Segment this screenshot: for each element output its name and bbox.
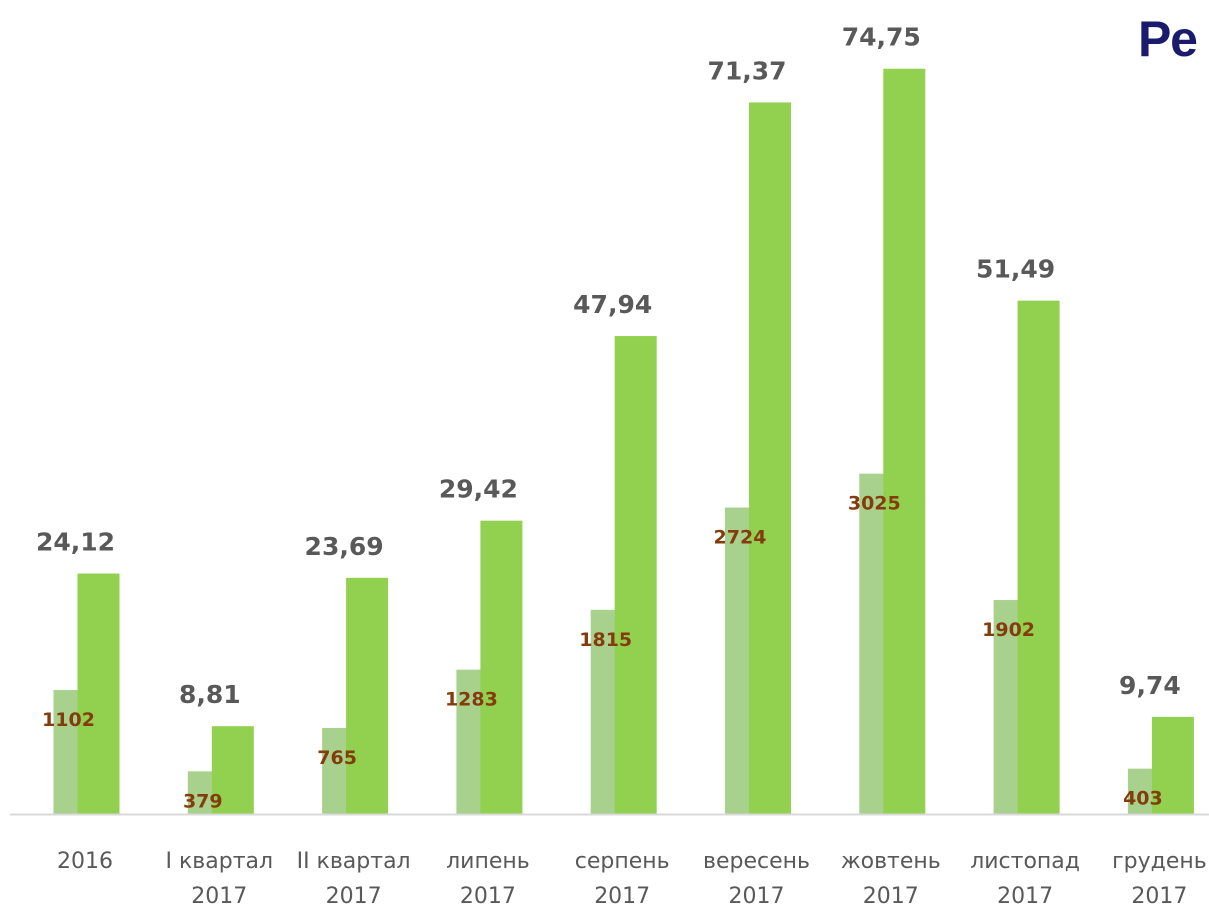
data-label-primary-4: 47,94 xyxy=(573,290,652,319)
category-label-5: вересень 2017 xyxy=(703,849,810,906)
category-label-line: вересень xyxy=(703,849,810,874)
category-label-1: І квартал 2017 xyxy=(166,849,274,906)
data-label-primary-8: 9,74 xyxy=(1119,671,1181,700)
data-label-secondary-1: 379 xyxy=(183,790,223,812)
category-label-line: 2017 xyxy=(326,884,382,906)
bar-primary-6 xyxy=(883,68,926,815)
bar-primary-4 xyxy=(614,336,657,814)
category-label-line: 2016 xyxy=(57,849,113,874)
data-label-secondary-8: 403 xyxy=(1123,788,1163,810)
category-label-2: ІІ квартал 2017 xyxy=(297,849,411,906)
category-label-line: 2017 xyxy=(191,884,247,906)
category-label-3: липень 2017 xyxy=(446,849,530,906)
data-label-primary-1: 8,81 xyxy=(179,680,241,709)
category-label-8: грудень 2017 xyxy=(1112,849,1207,906)
page-title: Ре xyxy=(1138,11,1198,67)
data-label-secondary-4: 1815 xyxy=(579,629,632,651)
bar-primary-2 xyxy=(346,577,389,814)
data-label-secondary-2: 765 xyxy=(317,747,357,769)
category-label-line: ІІ квартал xyxy=(297,849,411,874)
category-label-7: листопад 2017 xyxy=(970,849,1080,906)
category-label-4: серпень 2017 xyxy=(575,849,670,906)
bars-group: 1102 24,12 2016 379 8,81 І квартал 2017 765 23,6… xyxy=(36,23,1207,909)
category-label-line: грудень xyxy=(1112,849,1207,874)
data-label-secondary-0: 1102 xyxy=(42,709,95,731)
data-label-secondary-5: 2724 xyxy=(714,527,767,549)
data-label-primary-0: 24,12 xyxy=(36,528,115,557)
category-label-line: 2017 xyxy=(460,884,516,906)
bar-primary-7 xyxy=(1017,300,1060,814)
data-label-primary-5: 71,37 xyxy=(707,56,786,85)
bar-primary-5 xyxy=(749,102,791,814)
category-label-6: жовтень 2017 xyxy=(841,849,941,906)
category-label-line: 2017 xyxy=(863,884,919,906)
bar-primary-8 xyxy=(1151,716,1194,814)
category-label-line: 2017 xyxy=(729,884,785,906)
category-label-line: 2017 xyxy=(997,884,1053,906)
data-label-secondary-3: 1283 xyxy=(445,689,498,711)
bar-primary-3 xyxy=(480,520,523,814)
category-label-line: серпень xyxy=(575,849,670,874)
category-label-line: жовтень xyxy=(841,849,941,874)
category-label-line: листопад xyxy=(970,849,1080,874)
data-label-primary-3: 29,42 xyxy=(439,475,518,504)
bar-primary-1 xyxy=(211,726,254,814)
category-label-0: 2016 xyxy=(57,849,113,874)
data-label-secondary-7: 1902 xyxy=(982,619,1035,641)
data-label-primary-2: 23,69 xyxy=(305,532,384,561)
data-label-secondary-6: 3025 xyxy=(848,493,901,515)
bar-primary-0 xyxy=(77,573,120,814)
category-label-line: 2017 xyxy=(1131,884,1187,906)
data-label-primary-6: 74,75 xyxy=(842,23,921,52)
category-label-line: липень xyxy=(446,849,530,874)
data-label-primary-7: 51,49 xyxy=(976,255,1055,284)
category-label-line: 2017 xyxy=(594,884,650,906)
category-label-line: І квартал xyxy=(166,849,274,874)
